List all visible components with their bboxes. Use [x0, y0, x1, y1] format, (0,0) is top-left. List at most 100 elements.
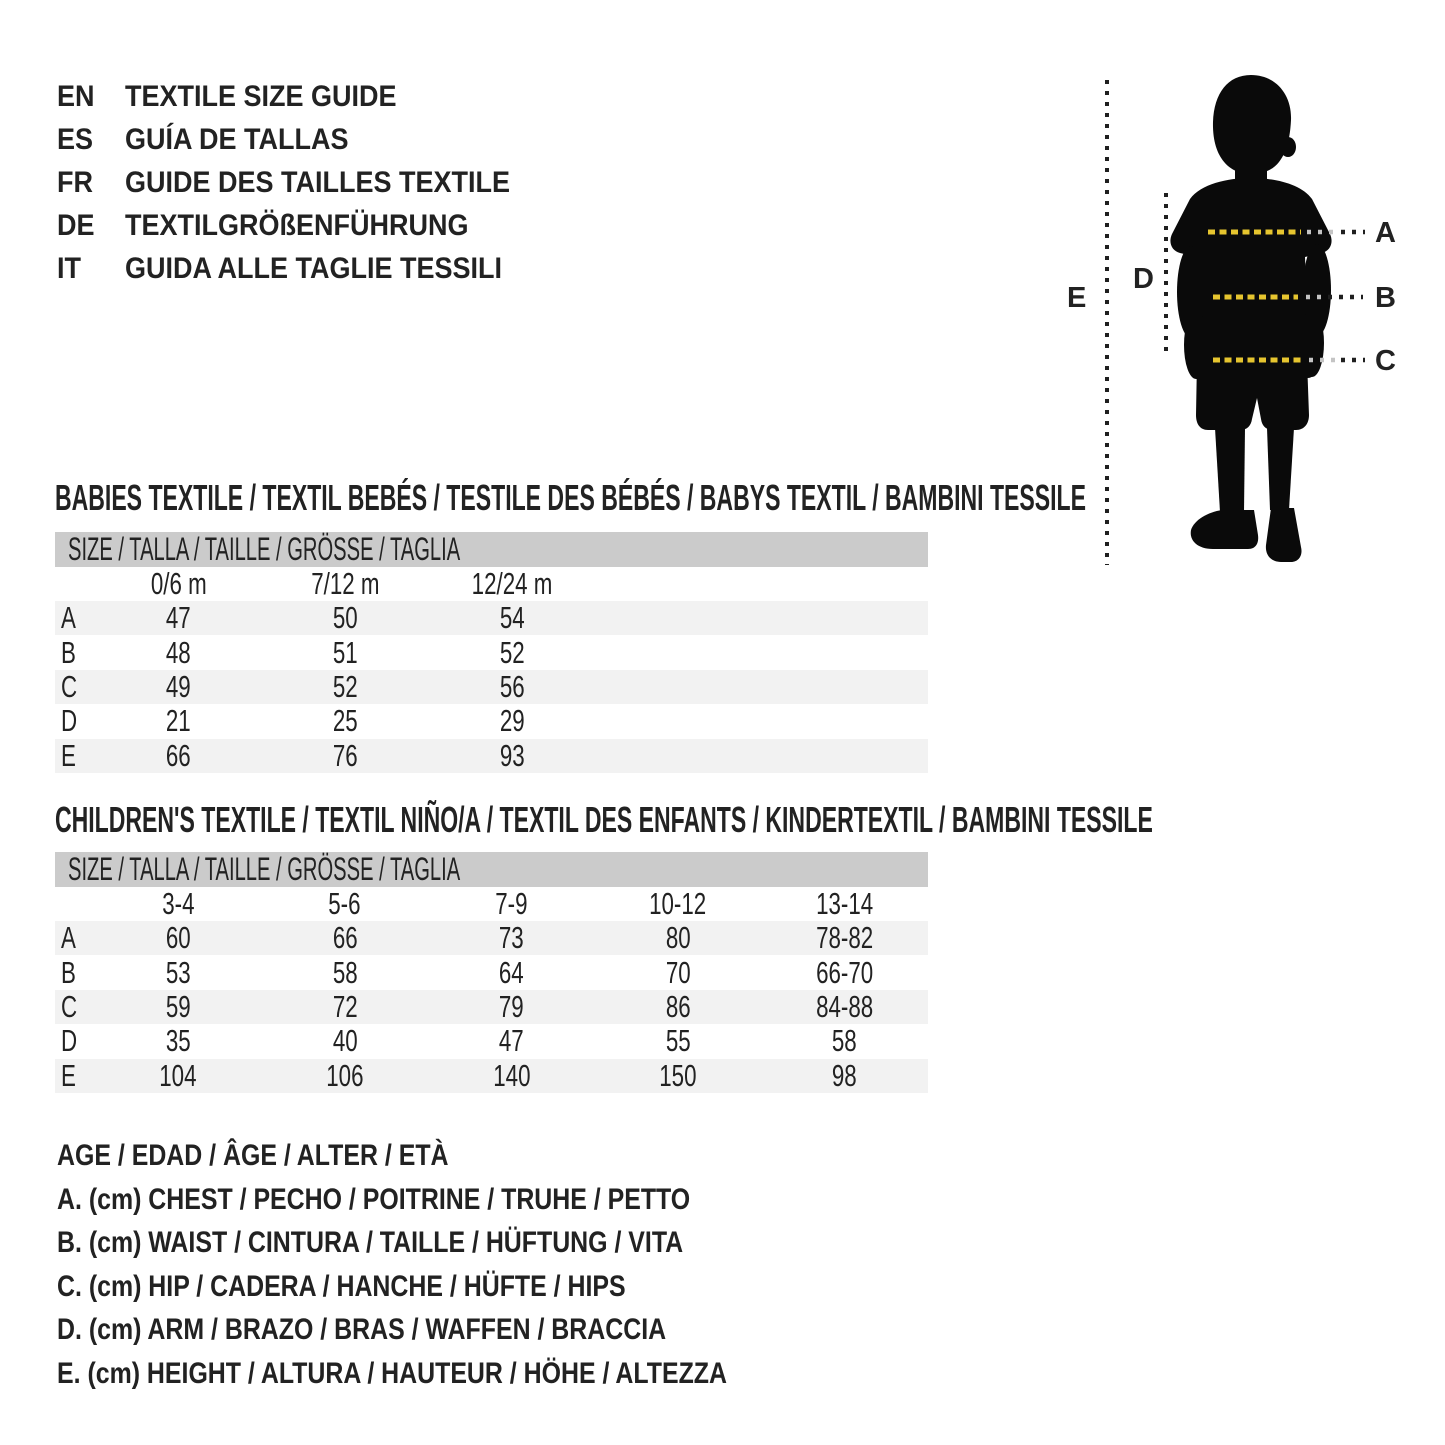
value-cell: 48 [95, 635, 262, 671]
legend-line: C. (cm) HIP / CADERA / HANCHE / HÜFTE / … [57, 1265, 864, 1309]
table-row: E 104 106 140 150 98 [55, 1057, 928, 1094]
table-row: A 47 50 54 [55, 600, 928, 636]
value-cell: 47 [95, 600, 262, 636]
row-label-text: C [61, 988, 78, 1024]
silhouette-left-leg [1215, 428, 1245, 512]
row-label: D [55, 703, 95, 739]
row-label: C [55, 989, 95, 1025]
table-row: B 48 51 52 [55, 634, 928, 671]
value-text: 55 [665, 1023, 691, 1059]
value-cell: 84-88 [761, 989, 928, 1025]
value-text: 64 [499, 954, 524, 990]
value-text: 47 [166, 600, 191, 636]
measurement-legend: AGE / EDAD / ÂGE / ALTER / ETÀ A. (cm) C… [57, 1134, 864, 1395]
value-text: 73 [499, 920, 524, 956]
language-title: GUIDA ALLE TAGLIE TESSILI [125, 252, 503, 285]
value-cell: 140 [428, 1058, 595, 1094]
babies-table: SIZE / TALLA / TAILLE / GRÖSSE / TAGLIA 0… [55, 531, 928, 774]
value-cell: 25 [262, 703, 429, 739]
value-text: 66 [166, 737, 191, 773]
value-cell: 86 [595, 989, 762, 1025]
language-title: GUIDE DES TAILLES TEXTILE [125, 166, 511, 199]
value-text: 58 [332, 954, 358, 990]
value-cell: 35 [95, 1023, 262, 1059]
column-header-cell: 7/12 m [262, 566, 429, 602]
legend-line: B. (cm) WAIST / CINTURA / TAILLE / HÜFTU… [57, 1221, 864, 1265]
value-cell: 98 [761, 1058, 928, 1094]
silhouette-ear [1280, 137, 1296, 157]
column-header-cell: 3-4 [95, 886, 262, 922]
value-text: 53 [165, 954, 191, 990]
value-cell: 21 [95, 703, 262, 739]
children-table: SIZE / TALLA / TAILLE / GRÖSSE / TAGLIA 3… [55, 851, 928, 1094]
column-header-text: 0/6 m [150, 566, 207, 601]
value-cell: 29 [429, 703, 596, 739]
table-row: D 35 40 47 55 58 [55, 1023, 928, 1059]
legend-line-text: C. (cm) HIP / CADERA / HANCHE / HÜFTE / … [57, 1269, 626, 1303]
value-text: 50 [333, 600, 358, 636]
legend-line: E. (cm) HEIGHT / ALTURA / HAUTEUR / HÖHE… [57, 1352, 864, 1396]
value-text: 58 [832, 1023, 858, 1059]
column-header-row: 3-4 5-6 7-9 10-12 13-14 [55, 886, 928, 922]
row-label-text: B [61, 954, 76, 990]
size-header-bar: SIZE / TALLA / TAILLE / GRÖSSE / TAGLIA [55, 851, 928, 887]
value-cell: 70 [595, 955, 762, 991]
column-header-text: 7/12 m [311, 566, 380, 601]
language-code: DE [57, 209, 95, 242]
value-cell: 64 [428, 955, 595, 991]
table-row: D 21 25 29 [55, 703, 928, 739]
value-text: 35 [165, 1023, 191, 1059]
value-cell: 58 [761, 1023, 928, 1059]
silhouette-right-leg [1267, 428, 1294, 510]
child-silhouette [1170, 75, 1332, 562]
row-label-text: D [61, 1023, 78, 1059]
value-text: 52 [333, 668, 358, 704]
babies-heading-text: BABIES TEXTILE / TEXTIL BEBÉS / TESTILE … [55, 477, 1086, 518]
value-cell: 72 [262, 989, 429, 1025]
value-text: 52 [500, 634, 525, 670]
value-text: 106 [326, 1057, 364, 1093]
legend-line: A. (cm) CHEST / PECHO / POITRINE / TRUHE… [57, 1178, 864, 1222]
value-text: 66 [332, 920, 358, 956]
row-label-text: A [61, 600, 76, 636]
value-text: 48 [166, 634, 191, 670]
language-row: FR GUIDE DES TAILLES TEXTILE [57, 161, 553, 204]
value-text: 79 [499, 988, 524, 1024]
value-text: 93 [500, 737, 525, 773]
children-heading-text: CHILDREN'S TEXTILE / TEXTIL NIÑO/A / TEX… [55, 799, 1153, 840]
legend-line-text: D. (cm) ARM / BRAZO / BRAS / WAFFEN / BR… [57, 1313, 667, 1346]
language-title: TEXTILE SIZE GUIDE [125, 80, 397, 113]
measure-label-d: D [1133, 263, 1154, 295]
table-row: E 66 76 93 [55, 737, 928, 774]
value-cell: 40 [262, 1023, 429, 1059]
column-header-row: 0/6 m 7/12 m 12/24 m [55, 566, 928, 602]
row-label: B [55, 635, 95, 671]
value-cell: 47 [428, 1023, 595, 1059]
row-label-text: D [61, 703, 78, 739]
measure-label-e: E [1067, 282, 1086, 314]
language-row: IT GUIDA ALLE TAGLIE TESSILI [57, 247, 553, 290]
legend-line-text: A. (cm) CHEST / PECHO / POITRINE / TRUHE… [57, 1182, 691, 1216]
value-text: 78-82 [816, 920, 874, 956]
legend-line-text: E. (cm) HEIGHT / ALTURA / HAUTEUR / HÖHE… [57, 1356, 727, 1390]
value-cell: 76 [262, 738, 429, 774]
value-cell: 60 [95, 920, 262, 956]
measure-label-a: A [1375, 217, 1396, 249]
column-header-cell: 0/6 m [95, 566, 262, 602]
silhouette-left-shoe [1190, 510, 1259, 549]
value-text: 60 [165, 920, 191, 956]
value-cell: 51 [262, 635, 429, 671]
value-text: 80 [665, 920, 691, 956]
value-cell: 93 [429, 738, 596, 774]
row-label-text: E [61, 1057, 76, 1093]
value-text: 76 [333, 737, 358, 773]
value-text: 84-88 [816, 988, 874, 1024]
size-header-text: SIZE / TALLA / TAILLE / GRÖSSE / TAGLIA [68, 531, 461, 567]
column-header-text: 10-12 [649, 886, 707, 921]
value-cell: 66-70 [761, 955, 928, 991]
column-header-cell: 12/24 m [429, 566, 596, 602]
value-cell: 49 [95, 669, 262, 705]
row-label-text: B [61, 634, 76, 670]
table-row: C 59 72 79 86 84-88 [55, 988, 928, 1025]
value-cell: 150 [595, 1058, 762, 1094]
